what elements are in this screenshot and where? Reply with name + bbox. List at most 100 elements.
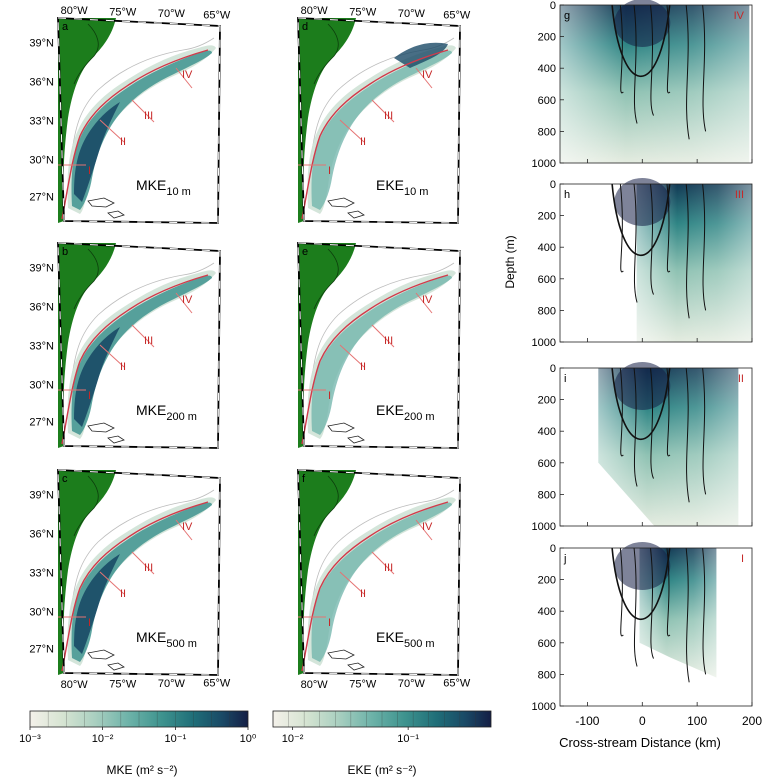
island-outline [107, 662, 125, 671]
coastline-detail [73, 23, 99, 85]
map-frame-ticks [57, 242, 221, 449]
colorbar-tick-label: 10⁻² [92, 733, 114, 745]
section-contour [619, 183, 624, 273]
island-outline [327, 649, 355, 660]
energy-field-peak [74, 554, 120, 654]
y-tick-label: 800 [538, 669, 556, 681]
y-tick-label: 400 [538, 63, 556, 75]
map-frame-ticks [297, 17, 461, 224]
current-axis-line [301, 274, 449, 445]
coastline-detail [73, 475, 99, 537]
shelf-contour [69, 37, 215, 169]
section-label: I [741, 553, 744, 565]
section-core [614, 542, 671, 590]
map-frame-ticks [297, 242, 461, 449]
panel-letter: j [563, 553, 566, 565]
section-contour [650, 547, 654, 659]
section-contour [619, 4, 624, 94]
map-frame-ticks [57, 469, 221, 676]
coastline-detail [73, 248, 99, 310]
section-contour [685, 183, 690, 319]
land-mass [58, 470, 116, 675]
lon-tick-label-top: 80°W [61, 5, 89, 17]
map-section-label: I [328, 165, 331, 177]
section-contour [685, 4, 690, 140]
lon-tick-label-bottom: 80°W [301, 679, 329, 691]
island-outline [87, 422, 115, 433]
section-line [415, 67, 433, 89]
y-tick-label: 0 [550, 0, 556, 12]
section-line [415, 519, 433, 541]
panel-label-sub: 200 m [166, 411, 197, 423]
y-tick-label: 600 [538, 274, 556, 286]
island-outline [347, 210, 365, 219]
map-section-label: III [384, 110, 393, 122]
panel-label: EKE500 m [376, 629, 435, 650]
y-tick-label: 400 [538, 426, 556, 438]
lat-tick-label: 30°N [29, 379, 54, 391]
section-line [99, 571, 125, 595]
panel-label-sub: 500 m [404, 638, 435, 650]
panel-letter: c [62, 473, 68, 485]
lon-tick-label-bottom: 70°W [398, 678, 426, 690]
section-contour [633, 4, 638, 124]
energy-field-peak [394, 42, 448, 68]
shelf-contour [309, 489, 455, 621]
lat-tick-label: 27°N [29, 643, 54, 655]
section-contour-bold [611, 4, 671, 78]
section-contour-bold [611, 547, 671, 621]
coastline-detail [313, 475, 339, 537]
y-tick-label: 600 [538, 95, 556, 107]
lat-tick-label: 39°N [29, 490, 54, 502]
section-contour [702, 4, 707, 132]
section-contour [650, 4, 654, 116]
panel-letter: e [302, 246, 308, 258]
land-mass [298, 243, 356, 448]
panel-label-sub: 10 m [404, 186, 428, 198]
panel-letter: d [302, 21, 308, 33]
shelf-contour [69, 489, 215, 621]
lat-tick-label: 33°N [29, 341, 54, 353]
lat-tick-label: 30°N [29, 154, 54, 166]
lat-tick-label: 39°N [29, 263, 54, 275]
section-contour [666, 4, 671, 94]
lat-tick-label: 27°N [29, 191, 54, 203]
island-outline [327, 422, 355, 433]
section-contour [685, 547, 690, 683]
lon-tick-label-top: 70°W [158, 8, 186, 20]
panel-label-main: MKE [136, 177, 166, 193]
section-contour [633, 547, 638, 667]
coastline-detail [313, 23, 339, 85]
section-line [99, 344, 125, 368]
section-line [339, 571, 365, 595]
map-section-label: III [144, 335, 153, 347]
x-tick-label: -100 [575, 714, 599, 728]
section-contour [666, 183, 671, 273]
island-outline [87, 649, 115, 660]
panel-label: EKE200 m [376, 402, 435, 423]
section-label: II [738, 373, 744, 385]
y-tick-label: 400 [538, 242, 556, 254]
lat-tick-label: 33°N [29, 568, 54, 580]
y-tick-label: 200 [538, 32, 556, 44]
section-panel-g: 0 200 400 600 800 1000 g IV [532, 0, 753, 170]
map-section-label: I [328, 390, 331, 402]
shelf-contour [69, 262, 215, 394]
section-contour [666, 547, 671, 637]
current-axis-line [61, 501, 209, 672]
map-section-label: IV [422, 69, 433, 81]
lat-tick-label: 36°N [29, 302, 54, 314]
section-line [371, 551, 395, 575]
y-tick-label: 1000 [532, 521, 556, 533]
section-core [614, 362, 671, 410]
section-contour [685, 367, 690, 503]
section-contour [619, 547, 624, 637]
panel-letter: g [564, 10, 570, 22]
y-tick-label: 600 [538, 638, 556, 650]
island-outline [327, 197, 355, 208]
y-tick-label: 200 [538, 211, 556, 223]
